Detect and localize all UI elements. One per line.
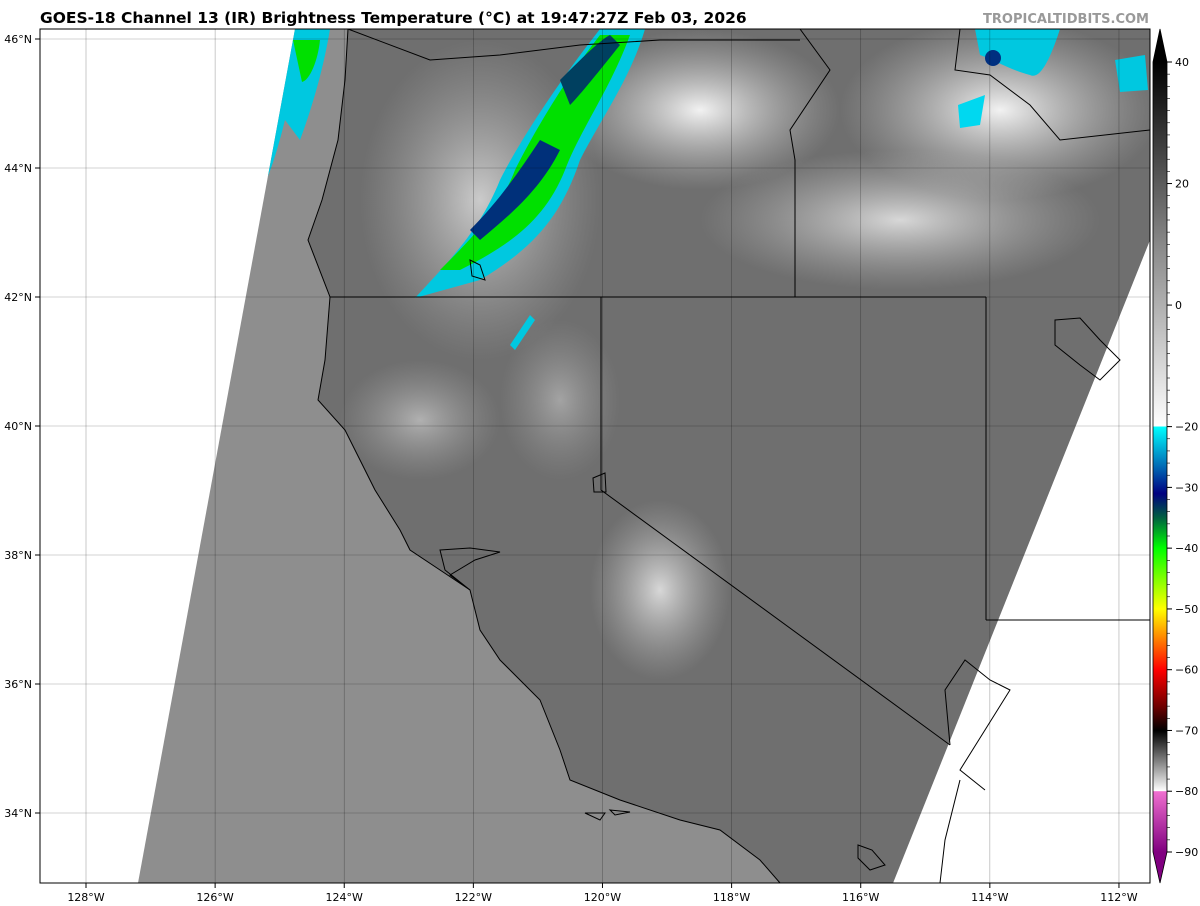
colorbar-tick-label: −50	[1175, 603, 1198, 616]
state-border-or-id	[789, 29, 831, 297]
colorbar-tick-label: −40	[1175, 542, 1198, 555]
gridlines	[40, 29, 1150, 883]
lat-tick-label: 36°N	[4, 678, 32, 691]
lon-tick-label: 126°W	[196, 891, 233, 904]
great-salt-lake	[1054, 317, 1121, 381]
brand-watermark: TROPICALTIDBITS.COM	[983, 12, 1149, 27]
lon-tick-label: 114°W	[971, 891, 1008, 904]
lon-tick-label: 112°W	[1100, 891, 1137, 904]
lon-tick-label: 128°W	[67, 891, 104, 904]
colorbar-tick-label: −90	[1175, 846, 1198, 859]
coastline	[307, 29, 781, 883]
state-border-ca-nv	[600, 297, 951, 746]
lon-tick-label: 124°W	[326, 891, 363, 904]
colorbar-tick-label: 0	[1175, 299, 1182, 312]
coastlines-and-borders	[307, 29, 1150, 883]
colorbar-tick-label: −20	[1175, 421, 1198, 434]
sf-bay	[439, 547, 501, 591]
lat-tick-label: 46°N	[4, 33, 32, 46]
lat-tick-label: 42°N	[4, 291, 32, 304]
state-border-wa-or	[347, 29, 800, 61]
map-axes: 128°W 126°W 124°W 122°W 120°W 118°W 116°W 114°W…	[4, 33, 1138, 904]
upper-klamath-lake	[469, 259, 486, 281]
satellite-swath	[138, 29, 1150, 883]
colorbar: 40 20 0 −20 −30 −40 −50 −60 −70 −80 −90	[1152, 28, 1198, 884]
lon-tick-label: 116°W	[842, 891, 879, 904]
lon-tick-label: 122°W	[455, 891, 492, 904]
lat-tick-label: 38°N	[4, 549, 32, 562]
colorbar-fill	[1152, 28, 1168, 884]
state-border-id-mt	[954, 29, 1150, 141]
colorbar-tick-label: −30	[1175, 481, 1198, 494]
lon-tick-label: 118°W	[713, 891, 750, 904]
cold-cloud-band	[258, 29, 1148, 350]
colorbar-tick-label: −70	[1175, 724, 1198, 737]
colorbar-tick-label: 20	[1175, 178, 1189, 191]
map-frame	[39, 28, 1151, 884]
us-mexico-border	[939, 779, 961, 883]
colorbar-tick-label: −80	[1175, 785, 1198, 798]
channel-islands	[584, 809, 631, 821]
map-title: GOES-18 Channel 13 (IR) Brightness Tempe…	[40, 9, 747, 27]
colorado-river	[944, 659, 1011, 791]
colorbar-tick-label: −60	[1175, 664, 1198, 677]
lat-tick-label: 44°N	[4, 162, 32, 175]
lat-tick-label: 34°N	[4, 807, 32, 820]
salton-sea	[857, 844, 886, 871]
colorbar-tick-label: 40	[1175, 56, 1189, 69]
lake-tahoe	[592, 472, 607, 493]
lat-tick-label: 40°N	[4, 420, 32, 433]
lon-tick-label: 120°W	[584, 891, 621, 904]
